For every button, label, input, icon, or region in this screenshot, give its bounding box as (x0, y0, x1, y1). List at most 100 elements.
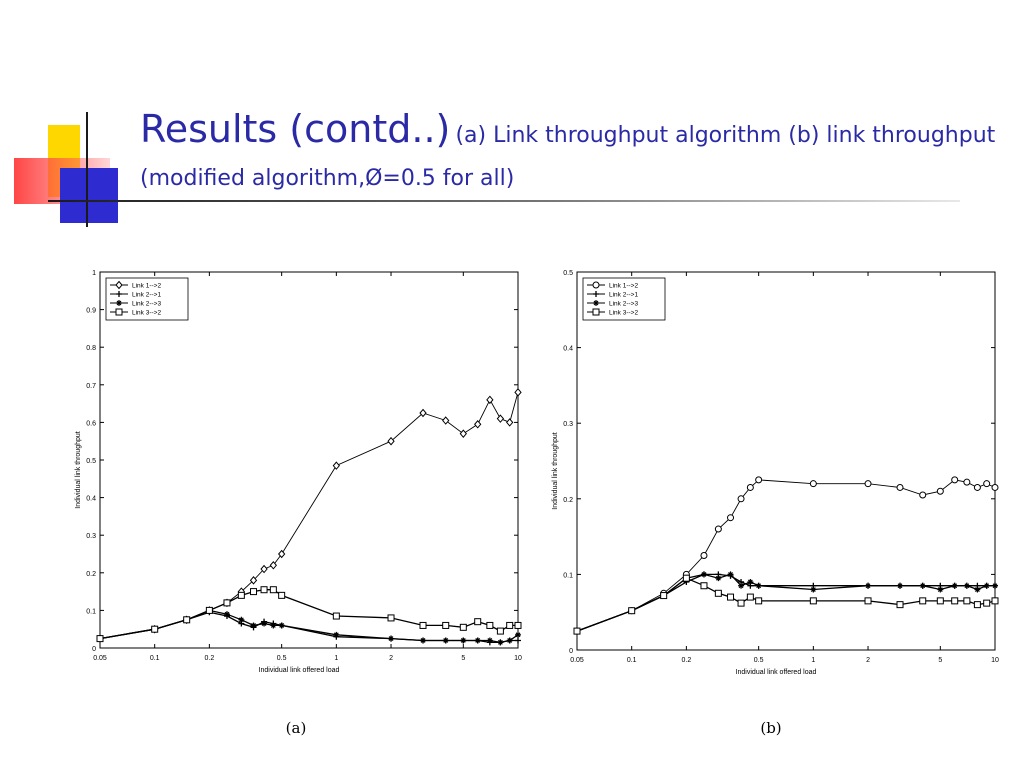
data-point (983, 480, 991, 488)
y-tick-label: 0.2 (86, 571, 96, 578)
data-point (459, 429, 467, 438)
legend-entry: Link 3-->2 (132, 310, 161, 317)
data-point (746, 483, 754, 491)
legend-swatch-marker (592, 308, 600, 316)
data-point (974, 586, 981, 593)
series-1 (96, 388, 522, 643)
data-point (951, 597, 959, 605)
data-point (727, 593, 735, 601)
data-point (260, 586, 268, 594)
x-tick-label: 0.05 (570, 657, 584, 664)
data-point (810, 586, 817, 593)
legend-entry: Link 2-->1 (132, 292, 161, 299)
slide-title-sub: (a) Link throughput algorithm (b) link t… (140, 123, 996, 191)
data-point (333, 631, 340, 638)
data-point (515, 637, 521, 644)
x-tick-label: 0.5 (754, 657, 764, 664)
x-tick-label: 0.2 (205, 655, 215, 662)
data-point (919, 491, 927, 499)
x-tick-label: 1 (811, 657, 815, 664)
data-point (506, 621, 514, 629)
slide-title: Results (contd..) (a) Link throughput al… (140, 108, 1000, 201)
series-4 (96, 586, 522, 643)
data-point (963, 478, 971, 486)
x-tick-label: 2 (866, 657, 870, 664)
data-point (738, 582, 745, 589)
y-tick-label: 0.4 (563, 346, 573, 353)
data-point (238, 616, 245, 623)
legend-swatch-marker (116, 300, 122, 306)
y-tick-label: 0.7 (86, 383, 96, 390)
data-point (96, 635, 104, 643)
data-point (442, 621, 450, 629)
data-point (497, 639, 504, 646)
x-tick-label: 0.5 (277, 655, 287, 662)
legend-entry: Link 1-->2 (132, 283, 161, 290)
data-point (809, 480, 817, 488)
data-point (419, 408, 427, 418)
y-tick-label: 0.9 (86, 308, 96, 315)
series-1 (573, 476, 999, 635)
data-point (983, 599, 991, 607)
x-tick-label: 0.05 (93, 655, 107, 662)
data-point (963, 597, 971, 605)
x-tick-label: 0.1 (150, 655, 160, 662)
data-point (269, 561, 278, 570)
data-point (700, 552, 708, 559)
data-point (474, 618, 482, 626)
chart-b: 0.05 0.1 0.2 0.5 1 2 5 10 0 0.1 0.2 0.3 0.4 0.5 Indivi… (552, 270, 999, 737)
data-point (486, 395, 494, 405)
data-point (460, 637, 467, 644)
decor-vertical-line (86, 112, 88, 227)
series-3 (574, 571, 998, 635)
y-tick-label: 0.1 (563, 572, 573, 579)
data-point (983, 582, 990, 589)
panel-label: (a) (286, 719, 307, 737)
data-point (332, 461, 341, 470)
y-tick-label: 0.4 (86, 496, 96, 503)
series-line (576, 573, 995, 632)
data-point (896, 483, 904, 491)
x-tick-label: 1 (334, 655, 338, 662)
data-point (514, 621, 522, 629)
data-point (249, 576, 258, 585)
data-point (250, 622, 257, 629)
legend-entry: Link 2-->3 (132, 301, 161, 308)
y-tick-label: 0.5 (86, 458, 96, 465)
slide-title-main: Results (contd..) (140, 107, 451, 151)
y-axis-label: Individual link throughput (552, 432, 559, 509)
y-tick-label: 0 (569, 648, 573, 655)
series-2 (574, 571, 998, 635)
plot-frame (576, 271, 996, 651)
legend-entry: Link 2-->3 (609, 301, 638, 308)
data-point (183, 616, 191, 624)
legend-entry: Link 2-->1 (609, 292, 638, 299)
data-point (270, 622, 277, 629)
data-point (474, 420, 482, 429)
data-point (277, 549, 286, 559)
data-point (700, 571, 707, 578)
series-line (576, 573, 995, 632)
y-tick-label: 0.2 (563, 497, 573, 504)
legend-entry: Link 3-->2 (609, 310, 638, 317)
x-tick-label: 0.1 (627, 657, 637, 664)
data-point (864, 480, 872, 488)
plot-frame (99, 271, 519, 649)
y-axis-label: Individual link throughput (75, 431, 82, 508)
panel-label: (b) (760, 719, 781, 737)
data-point (260, 564, 268, 574)
data-point (746, 593, 754, 601)
legend: Link 1-->2 Link 2-->1 Link 2-->3 Link 3-->2 (582, 277, 666, 321)
data-point (278, 622, 285, 629)
data-point (809, 597, 817, 605)
legend: Link 1-->2 Link 2-->1 Link 2-->3 Link 3-->2 (105, 277, 189, 321)
decor-blue-square (60, 168, 118, 223)
series-4 (573, 574, 999, 635)
data-point (896, 601, 904, 609)
data-point (937, 586, 944, 593)
data-point (387, 614, 395, 622)
data-point (387, 436, 395, 446)
data-point (919, 597, 927, 605)
data-point (755, 597, 763, 605)
